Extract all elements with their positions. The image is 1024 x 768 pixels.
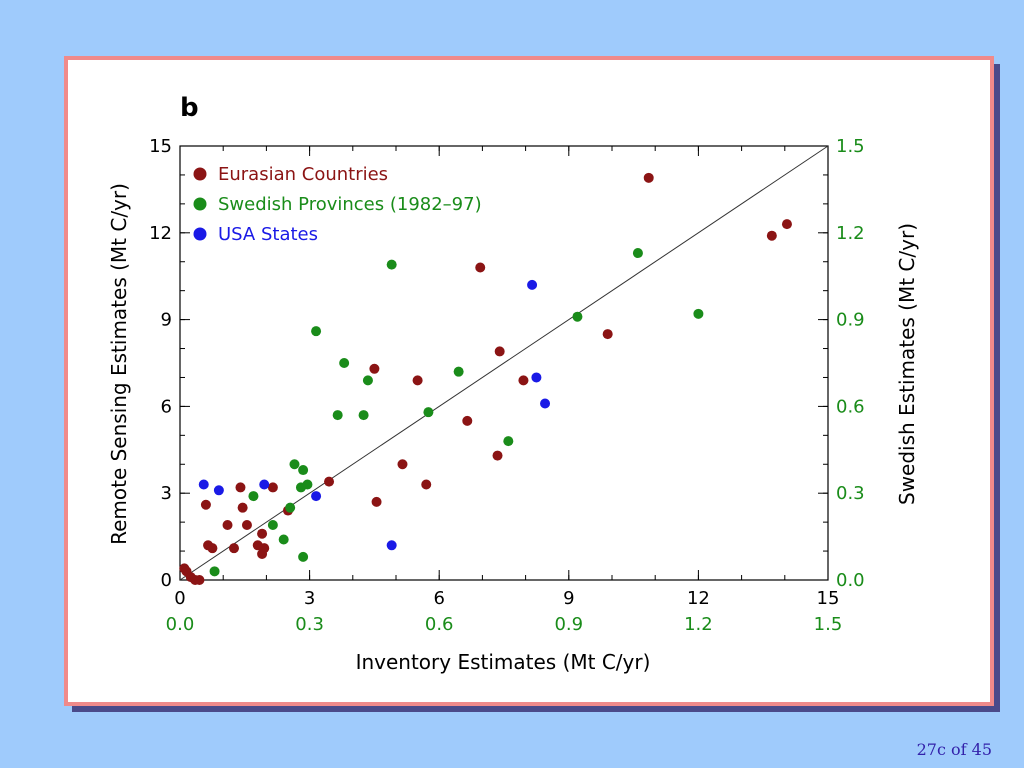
data-point	[494, 346, 505, 357]
data-point	[200, 499, 211, 510]
axes: 0 0.0 3 0.3 6 0.6 9 0.9 12 1.2 15 1.5 0 0.0 3 0.3 6 0.6 9 0…	[149, 136, 865, 635]
y-secondary-tick-label: 1.2	[836, 223, 865, 244]
data-point	[412, 375, 423, 386]
x-tick-label: 12	[687, 588, 710, 609]
data-point	[462, 415, 473, 426]
legend-label: Swedish Provinces (1982–97)	[218, 194, 482, 215]
x-secondary-tick-label: 0.3	[295, 614, 324, 635]
data-point	[237, 502, 248, 513]
y-secondary-tick-label: 1.5	[836, 136, 865, 157]
data-point	[332, 410, 343, 421]
legend-marker	[193, 227, 207, 241]
data-point	[453, 366, 464, 377]
x-secondary-tick-label: 1.5	[814, 614, 843, 635]
data-point	[311, 491, 322, 502]
data-point	[371, 496, 382, 507]
data-point	[235, 482, 246, 493]
data-point	[397, 459, 408, 470]
legend-label: Eurasian Countries	[218, 164, 388, 185]
data-point	[289, 459, 300, 470]
x-secondary-tick-label: 1.2	[684, 614, 713, 635]
x-tick-label: 6	[433, 588, 444, 609]
x-tick-label: 9	[563, 588, 574, 609]
data-point	[766, 230, 777, 241]
data-points	[179, 172, 792, 585]
y-tick-label: 3	[161, 483, 172, 504]
plot-frame	[179, 145, 829, 581]
data-point	[475, 262, 486, 273]
y-tick-label: 12	[149, 223, 172, 244]
y-tick-label: 15	[149, 136, 172, 157]
y-secondary-tick-label: 0.0	[836, 570, 865, 591]
legend-label: USA States	[218, 224, 318, 245]
x-secondary-tick-label: 0.6	[425, 614, 454, 635]
data-point	[209, 566, 220, 577]
x-tick-label: 15	[817, 588, 840, 609]
x-secondary-tick-label: 0.9	[554, 614, 583, 635]
slide-panel	[64, 56, 994, 706]
data-point	[423, 407, 434, 418]
x-axis-title: Inventory Estimates (Mt C/yr)	[356, 650, 651, 674]
series-1	[209, 248, 704, 577]
data-point	[198, 479, 209, 490]
data-point	[643, 172, 654, 183]
data-point	[324, 476, 335, 487]
legend-marker	[193, 197, 207, 211]
data-point	[267, 482, 278, 493]
data-point	[518, 375, 529, 386]
data-point	[527, 279, 538, 290]
data-point	[311, 326, 322, 337]
data-point	[207, 543, 218, 554]
data-point	[298, 551, 309, 562]
data-point	[339, 358, 350, 368]
data-point	[421, 479, 432, 490]
data-point	[298, 465, 309, 476]
data-point	[278, 534, 289, 545]
data-point	[241, 520, 252, 531]
data-point	[540, 398, 551, 409]
data-point	[492, 450, 503, 461]
x-tick-label: 0	[174, 588, 185, 609]
series-2	[198, 279, 551, 551]
y-axis-title: Remote Sensing Estimates (Mt C/yr)	[107, 183, 131, 545]
data-point	[213, 485, 224, 496]
series-0	[179, 172, 792, 585]
y-secondary-tick-label: 0.6	[836, 396, 865, 417]
data-point	[229, 543, 239, 554]
data-point	[572, 311, 583, 322]
x-secondary-tick-label: 0.0	[166, 614, 195, 635]
data-point	[257, 528, 268, 539]
panel-label: b	[180, 93, 199, 123]
data-point	[259, 479, 270, 490]
data-point	[267, 520, 278, 531]
legend-marker	[193, 167, 207, 181]
y-tick-label: 9	[161, 310, 172, 331]
data-point	[386, 259, 397, 270]
data-point	[386, 540, 397, 551]
data-point	[222, 520, 233, 531]
data-point	[302, 479, 313, 490]
x-tick-label: 3	[304, 588, 315, 609]
data-point	[362, 375, 373, 386]
data-point	[358, 410, 369, 421]
y-secondary-tick-label: 0.3	[836, 483, 865, 504]
data-point	[259, 543, 270, 554]
data-point	[602, 329, 613, 340]
data-point	[531, 372, 542, 383]
y-tick-label: 6	[161, 396, 172, 417]
data-point	[285, 502, 296, 513]
y-tick-label: 0	[161, 570, 172, 591]
data-point	[693, 308, 704, 319]
data-point	[248, 491, 259, 502]
data-point	[369, 363, 380, 374]
page-number: 27c of 45	[916, 740, 992, 759]
legend: Eurasian Countries Swedish Provinces (198…	[193, 164, 482, 245]
y-secondary-tick-label: 0.9	[836, 310, 865, 331]
y-axis-secondary-title: Swedish Estimates (Mt C/yr)	[895, 223, 919, 505]
data-point	[781, 219, 792, 230]
data-point	[632, 248, 643, 259]
data-point	[194, 575, 205, 585]
data-point	[503, 436, 514, 447]
